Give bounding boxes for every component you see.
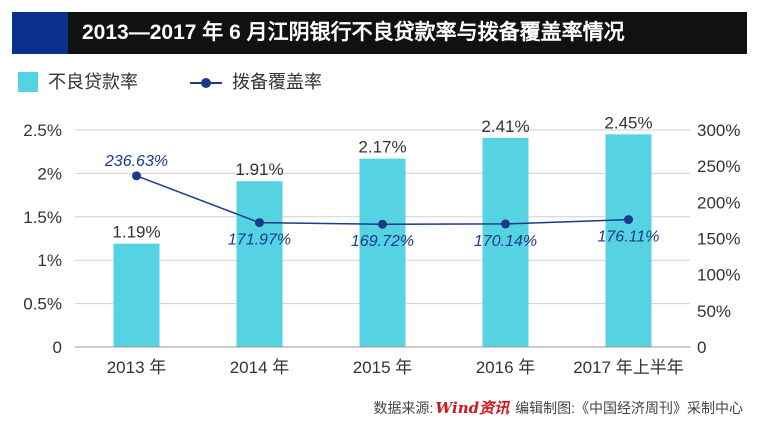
- line-point: [255, 218, 264, 228]
- line-value-label: 169.72%: [351, 233, 414, 250]
- line-point: [624, 215, 633, 225]
- data-labels: 1.19% 1.91% 2.17% 2.41% 2.45% 236.63% 171.97% 1…: [104, 113, 660, 250]
- x-tick-label: 2014 年: [230, 358, 290, 377]
- x-tick-label: 2017 年上半年: [573, 358, 684, 377]
- line-point: [501, 219, 510, 229]
- y-left-tick-label: 1%: [37, 251, 62, 270]
- line-series: [132, 171, 633, 229]
- wind-logo: Wind资讯: [435, 399, 510, 417]
- legend-bar-label: 不良贷款率: [48, 72, 138, 92]
- bar-series: [113, 134, 652, 347]
- y-left-tick-label: 0: [53, 338, 62, 357]
- legend-line-marker: [201, 78, 211, 88]
- credit-text: 编辑制图:《中国经济周刊》采制中心: [515, 400, 743, 416]
- bar: [482, 137, 529, 347]
- y-right-tick-label: 300%: [697, 121, 740, 140]
- chart-title: 2013—2017 年 6 月江阴银行不良贷款率与拨备覆盖率情况: [82, 21, 625, 44]
- y-right-tick-label: 0: [697, 338, 706, 357]
- legend-bar-swatch: [18, 72, 38, 92]
- bar-value-label: 2.17%: [358, 138, 406, 157]
- y-left-tick-label: 0.5%: [23, 295, 62, 314]
- y-left-tick-label: 2%: [37, 164, 62, 183]
- footer: 数据来源: Wind资讯 编辑制图:《中国经济周刊》采制中心: [374, 397, 743, 419]
- bar: [236, 181, 283, 347]
- bar-value-label: 2.45%: [604, 113, 652, 132]
- chart-svg: 0 0.5% 1% 1.5% 2% 2.5% 0 50% 100% 150% 200% 250% 300…: [23, 113, 740, 377]
- x-tick-label: 2013 年: [107, 358, 167, 377]
- bar: [605, 134, 652, 347]
- line-point: [132, 171, 141, 181]
- y-right-tick-label: 100%: [697, 266, 740, 285]
- line-value-label: 171.97%: [228, 232, 291, 249]
- y-left-tick-label: 1.5%: [23, 208, 62, 227]
- line-value-label: 236.63%: [104, 153, 168, 170]
- title-bar: 2013—2017 年 6 月江阴银行不良贷款率与拨备覆盖率情况: [12, 12, 747, 54]
- y-right-tick-label: 50%: [697, 302, 731, 321]
- x-tick-label: 2016 年: [476, 358, 536, 377]
- y-left-tick-label: 2.5%: [23, 121, 62, 140]
- bar: [113, 243, 160, 347]
- title-accent-block: [12, 12, 68, 54]
- bar-value-label: 1.19%: [112, 223, 160, 242]
- y-right-tick-label: 200%: [697, 193, 740, 212]
- axes: 0 0.5% 1% 1.5% 2% 2.5% 0 50% 100% 150% 200% 250% 300…: [23, 121, 740, 377]
- bar-value-label: 1.91%: [235, 160, 283, 179]
- source-prefix: 数据来源:: [373, 400, 434, 416]
- line-point: [378, 219, 387, 229]
- y-right-tick-label: 250%: [697, 157, 740, 176]
- line-value-label: 170.14%: [474, 233, 537, 250]
- legend-line-label: 拨备覆盖率: [232, 72, 322, 92]
- legend: 不良贷款率 拨备覆盖率: [18, 70, 418, 94]
- bar: [359, 158, 406, 347]
- bar-value-label: 2.41%: [481, 117, 529, 136]
- x-tick-label: 2015 年: [353, 358, 413, 377]
- line-value-label: 176.11%: [598, 229, 660, 246]
- y-right-tick-label: 150%: [697, 230, 740, 249]
